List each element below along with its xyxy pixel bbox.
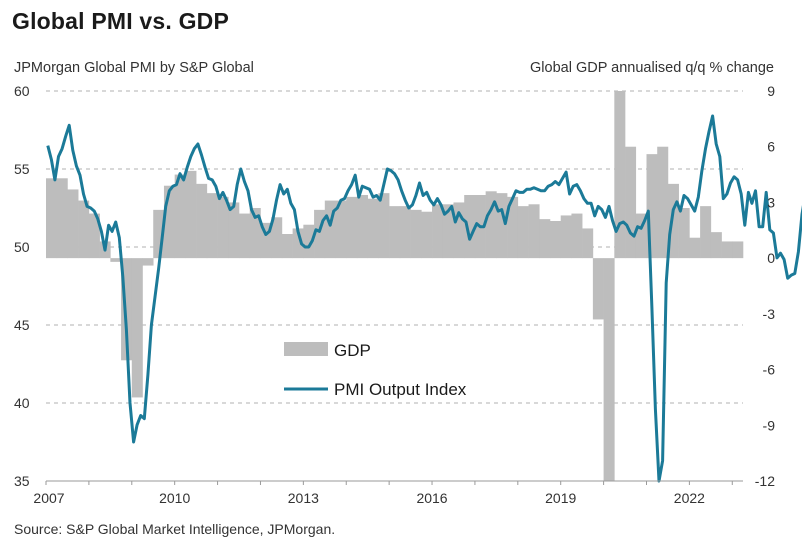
gdp-bar xyxy=(464,195,476,259)
gdp-bar xyxy=(110,258,122,262)
gdp-bar xyxy=(131,258,143,398)
gdp-bar xyxy=(335,200,347,259)
gdp-bar xyxy=(485,191,497,259)
left-axis-title: JPMorgan Global PMI by S&P Global xyxy=(14,60,254,76)
y-right-tick-label: -12 xyxy=(755,473,775,489)
gdp-bar xyxy=(303,224,315,259)
gdp-bar xyxy=(46,178,58,259)
axes: 35 40 45 50 55 60 -12 -9 -6 -3 0 3 6 9 2007 2010 2013 201… xyxy=(14,83,775,506)
gdp-bar xyxy=(292,228,304,259)
x-tick-label: 2007 xyxy=(33,490,64,506)
gdp-bar xyxy=(88,213,100,259)
source-note: Source: S&P Global Market Intelligence, … xyxy=(14,521,336,537)
gdp-bar xyxy=(549,221,562,259)
y-right-tick-label: 0 xyxy=(767,250,775,266)
y-left-tick-label: 50 xyxy=(14,239,30,255)
gdp-bar xyxy=(625,146,637,259)
y-right-tick-label: 9 xyxy=(767,83,775,99)
y-left-tick-label: 55 xyxy=(14,161,30,177)
chart-title: Global PMI vs. GDP xyxy=(12,8,230,34)
gdp-bar xyxy=(539,219,551,259)
y-left-tick-label: 35 xyxy=(14,473,30,489)
gdp-bar xyxy=(635,213,647,259)
gdp-bar xyxy=(657,146,669,259)
pmi-line xyxy=(46,114,802,483)
x-tick-label: 2019 xyxy=(545,490,576,506)
x-tick-label: 2016 xyxy=(416,490,447,506)
y-right-tick-label: 6 xyxy=(767,139,775,155)
gdp-bar xyxy=(314,209,326,259)
legend-gdp-label: GDP xyxy=(334,341,371,360)
gdp-bar xyxy=(206,193,218,259)
gdp-bar xyxy=(281,234,293,259)
gdp-bar xyxy=(410,209,422,259)
gdp-bar xyxy=(228,202,240,259)
gdp-bar xyxy=(217,196,229,259)
gdp-bar xyxy=(153,209,165,259)
gdp-bar xyxy=(142,258,154,266)
gdp-bar xyxy=(174,174,186,259)
y-right-tick-label: -9 xyxy=(763,417,776,433)
gdp-bar xyxy=(239,213,251,259)
gdp-bar xyxy=(389,206,401,259)
gdp-bar xyxy=(67,189,79,259)
gdp-bar xyxy=(678,208,690,259)
gdp-bar xyxy=(421,211,433,259)
gdp-bar xyxy=(560,215,572,259)
gdp-bars xyxy=(46,91,744,481)
gdp-bar xyxy=(517,206,529,259)
legend-gdp-swatch xyxy=(284,342,328,356)
gdp-bar xyxy=(185,170,197,259)
x-tick-label: 2013 xyxy=(288,490,319,506)
gdp-bar xyxy=(646,154,658,259)
right-axis-title: Global GDP annualised q/q % change xyxy=(530,60,774,76)
x-tick-label: 2022 xyxy=(674,490,705,506)
gdp-bar xyxy=(732,241,744,259)
gdp-bar xyxy=(496,193,508,259)
gdp-bar xyxy=(346,196,358,259)
gdp-bar xyxy=(700,206,712,259)
gdp-bar xyxy=(721,241,733,259)
gdp-bar xyxy=(571,213,583,259)
legend: GDP PMI Output Index xyxy=(284,341,467,399)
gdp-bar xyxy=(324,200,336,259)
gdp-bar xyxy=(378,193,390,259)
gdp-bar xyxy=(710,232,722,259)
gdp-bar xyxy=(528,204,540,259)
gdp-bar xyxy=(582,228,594,259)
y-right-tick-label: -6 xyxy=(763,362,776,378)
gdp-bar xyxy=(592,258,604,320)
gdp-bar xyxy=(121,258,133,361)
pmi-line-group xyxy=(46,114,802,483)
y-left-tick-label: 60 xyxy=(14,83,30,99)
gdp-bar xyxy=(163,185,175,259)
gdp-bar xyxy=(271,217,283,259)
gdp-bar xyxy=(356,195,368,259)
gdp-bar xyxy=(667,183,679,259)
gdp-bar xyxy=(249,208,261,259)
gdp-bar xyxy=(442,204,454,259)
gdp-bar xyxy=(507,196,519,259)
gdp-bar xyxy=(56,178,68,259)
gdp-bar xyxy=(432,204,444,259)
gdp-bar xyxy=(196,183,208,259)
gdp-bar xyxy=(689,237,701,259)
gdp-bar xyxy=(603,258,615,481)
legend-pmi-label: PMI Output Index xyxy=(334,380,467,399)
gdp-bar xyxy=(367,198,379,259)
x-tick-label: 2010 xyxy=(159,490,190,506)
gdp-bar xyxy=(260,222,272,259)
gdp-bar xyxy=(614,91,626,259)
y-left-tick-label: 45 xyxy=(14,317,30,333)
gdp-bar xyxy=(453,202,465,259)
gdp-bar xyxy=(399,206,411,259)
y-right-tick-label: -3 xyxy=(763,306,776,322)
y-right-tick-label: 3 xyxy=(767,194,775,210)
gdp-bar xyxy=(78,200,90,259)
y-left-tick-label: 40 xyxy=(14,395,30,411)
